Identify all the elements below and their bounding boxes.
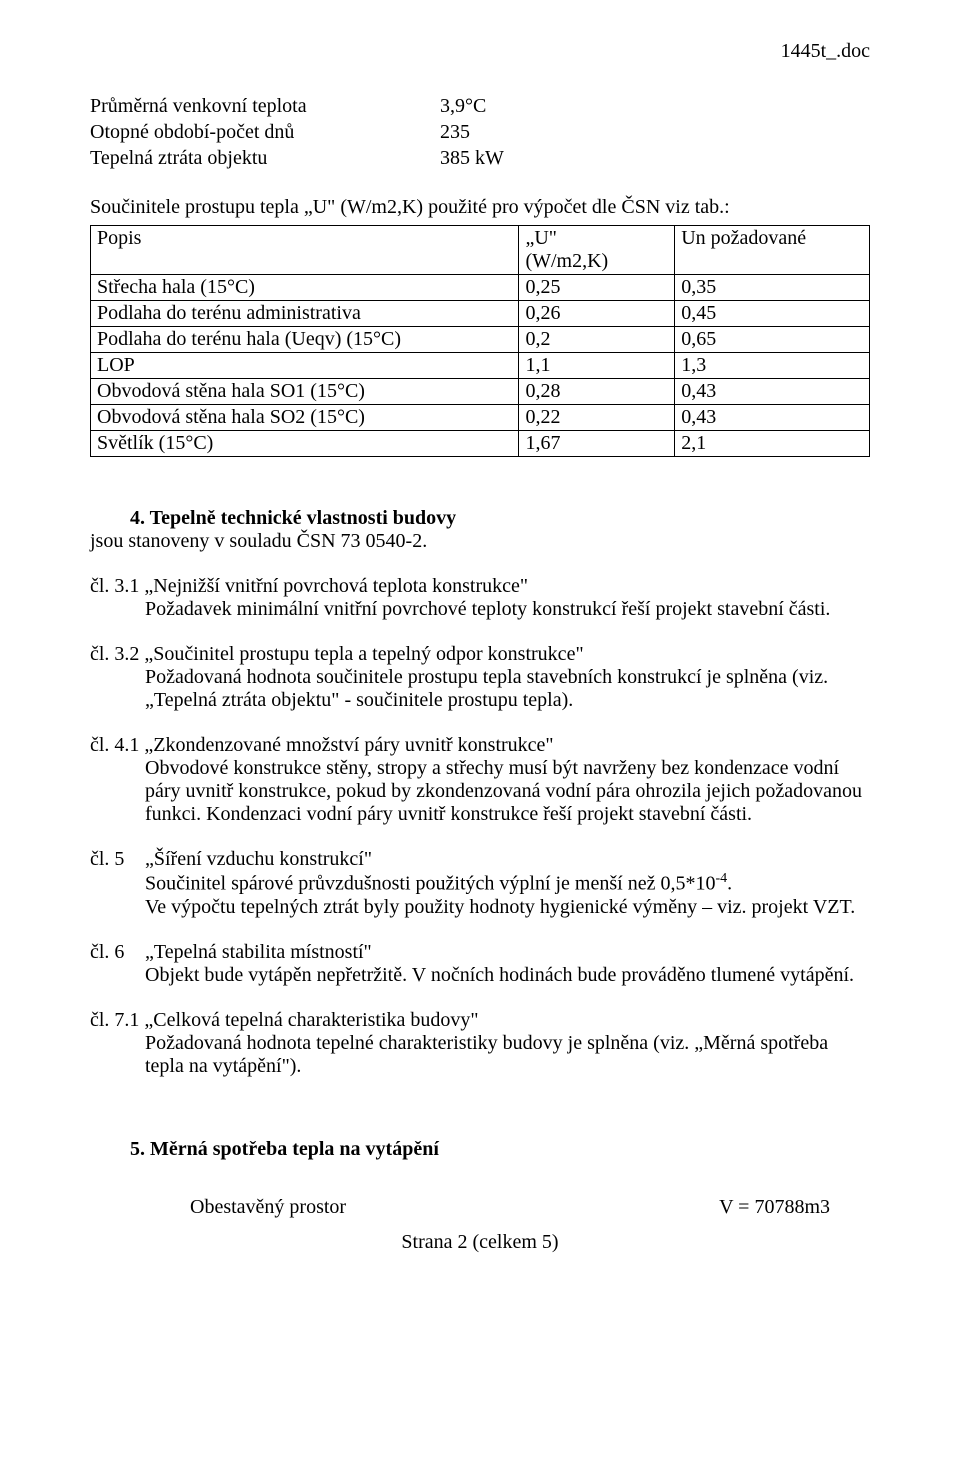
section-5-title: 5. Měrná spotřeba tepla na vytápění [130,1138,870,1161]
clause-head: čl. 7.1 „Celková tepelná charakteristika… [90,1009,870,1032]
clause-6: čl. 6 „Tepelná stabilita místností" Obje… [90,941,870,987]
param-label: Tepelná ztráta objektu [90,145,440,171]
table-cell: 0,65 [675,327,870,353]
coefficients-table: Popis „U" (W/m2,K) Un požadované Střecha… [90,225,870,457]
clause-left-num: čl. 5 [90,848,145,919]
table-row: Obvodová stěna hala SO1 (15°C) 0,28 0,43 [91,379,870,405]
table-cell: 0,43 [675,405,870,431]
table-head-text: „U" [525,227,556,249]
param-value: 385 kW [440,145,504,171]
clause-body: Požadovaná hodnota součinitele prostupu … [90,666,870,712]
clause-exponent: -4 [715,871,727,886]
table-cell: Obvodová stěna hala SO2 (15°C) [91,405,519,431]
table-row: LOP 1,1 1,3 [91,353,870,379]
param-value: 3,9°C [440,93,486,119]
table-cell: 0,28 [519,379,675,405]
table-row: Podlaha do terénu administrativa 0,26 0,… [91,301,870,327]
table-cell: 1,1 [519,353,675,379]
volume-value: V = 70788m3 [719,1196,830,1219]
table-cell: LOP [91,353,519,379]
table-cell: 0,25 [519,275,675,301]
table-head-cell: „U" (W/m2,K) [519,226,675,275]
clause-7-1: čl. 7.1 „Celková tepelná charakteristika… [90,1009,870,1078]
table-head-cell: Popis [91,226,519,275]
param-row: Tepelná ztráta objektu 385 kW [90,145,870,171]
param-label: Průměrná venkovní teplota [90,93,440,119]
section-4-title: 4. Tepelně technické vlastnosti budovy [130,507,456,529]
table-cell: 1,3 [675,353,870,379]
clause-body: Požadavek minimální vnitřní povrchové te… [90,598,870,621]
clause-head: čl. 3.1 „Nejnižší vnitřní povrchová tepl… [90,575,870,598]
clause-title: „Tepelná stabilita místností" [145,941,870,964]
table-head-row: Popis „U" (W/m2,K) Un požadované [91,226,870,275]
clause-body-text: Objekt bude vytápěn nepřetržitě. V noční… [145,964,870,987]
clause-body: Obvodové konstrukce stěny, stropy a stře… [90,757,870,826]
table-row: Světlík (15°C) 1,67 2,1 [91,431,870,457]
volume-label: Obestavěný prostor [190,1196,346,1219]
clause-3-1: čl. 3.1 „Nejnižší vnitřní povrchová tepl… [90,575,870,621]
table-head-cell: Un požadované [675,226,870,275]
param-label: Otopné období-počet dnů [90,119,440,145]
table-cell: 0,2 [519,327,675,353]
table-cell: Podlaha do terénu administrativa [91,301,519,327]
clause-right: „Šíření vzduchu konstrukcí" Součinitel s… [145,848,870,919]
table-cell: Střecha hala (15°C) [91,275,519,301]
table-intro: Součinitele prostupu tepla „U" (W/m2,K) … [90,196,870,219]
clause-head: čl. 3.2 „Součinitel prostupu tepla a tep… [90,643,870,666]
clause-text: Součinitel spárové průvzdušnosti použitý… [145,873,715,895]
table-cell: 0,26 [519,301,675,327]
document-page: 1445t_.doc Průměrná venkovní teplota 3,9… [0,0,960,1284]
table-cell: 1,67 [519,431,675,457]
section-4: 4. Tepelně technické vlastnosti budovy j… [90,507,870,553]
page-footer: Strana 2 (celkem 5) [90,1231,870,1254]
param-row: Otopné období-počet dnů 235 [90,119,870,145]
clause-head: čl. 4.1 „Zkondenzované množství páry uvn… [90,734,870,757]
table-row: Střecha hala (15°C) 0,25 0,35 [91,275,870,301]
parameters-block: Průměrná venkovní teplota 3,9°C Otopné o… [90,93,870,171]
clause-title: „Šíření vzduchu konstrukcí" [145,848,870,871]
table-row: Podlaha do terénu hala (Ueqv) (15°C) 0,2… [91,327,870,353]
table-cell: Obvodová stěna hala SO1 (15°C) [91,379,519,405]
table-cell: Světlík (15°C) [91,431,519,457]
table-cell: 0,22 [519,405,675,431]
clause-4-1: čl. 4.1 „Zkondenzované množství páry uvn… [90,734,870,826]
table-cell: 0,45 [675,301,870,327]
table-cell: Podlaha do terénu hala (Ueqv) (15°C) [91,327,519,353]
clause-line: Ve výpočtu tepelných ztrát byly použity … [145,896,870,919]
table-cell: 0,43 [675,379,870,405]
param-value: 235 [440,119,470,145]
clause-5: čl. 5 „Šíření vzduchu konstrukcí" Součin… [90,848,870,919]
table-cell: 2,1 [675,431,870,457]
clause-left-num: čl. 6 [90,941,145,987]
section-4-sub: jsou stanoveny v souladu ČSN 73 0540-2. [90,530,870,553]
volume-row: Obestavěný prostor V = 70788m3 [90,1196,870,1219]
table-cell: 0,35 [675,275,870,301]
table-row: Obvodová stěna hala SO2 (15°C) 0,22 0,43 [91,405,870,431]
clause-line: Součinitel spárové průvzdušnosti použitý… [145,871,870,896]
param-row: Průměrná venkovní teplota 3,9°C [90,93,870,119]
clause-3-2: čl. 3.2 „Součinitel prostupu tepla a tep… [90,643,870,712]
clause-body: Požadovaná hodnota tepelné charakteristi… [90,1032,870,1078]
header-filename: 1445t_.doc [90,40,870,63]
clause-right: „Tepelná stabilita místností" Objekt bud… [145,941,870,987]
clause-text: . [727,873,732,895]
table-head-text: (W/m2,K) [525,250,608,272]
